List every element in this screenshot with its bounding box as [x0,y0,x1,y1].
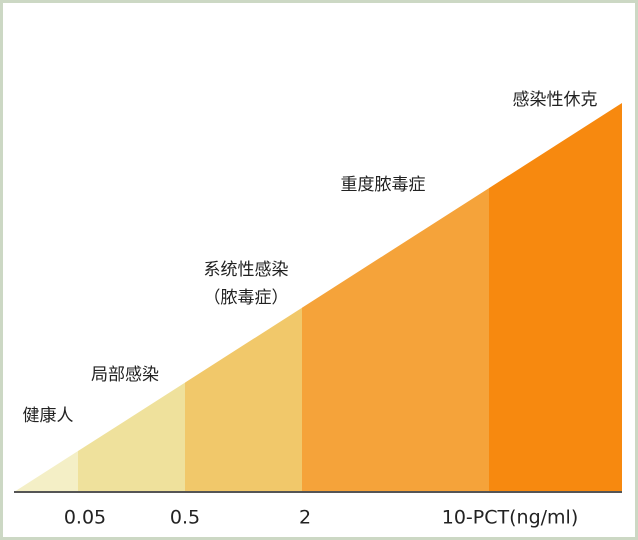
segment-label: 重度脓毒症 [341,175,426,195]
tick-label: 0.5 [170,507,200,529]
segment [185,307,302,492]
segment-label: 感染性休克 [513,90,598,110]
tick-label: 2 [299,507,311,529]
segment [14,451,78,492]
tick-label: 0.05 [64,507,106,529]
segment-label: 健康人 [23,406,74,426]
segment-label: 局部感染 [91,365,159,385]
segment [489,103,622,492]
segment-label: 系统性感染 [204,260,289,280]
segment [302,188,489,492]
segment-label: （脓毒症） [204,288,289,308]
tick-label: 10-PCT(ng/ml) [442,507,578,529]
segment [78,382,185,492]
